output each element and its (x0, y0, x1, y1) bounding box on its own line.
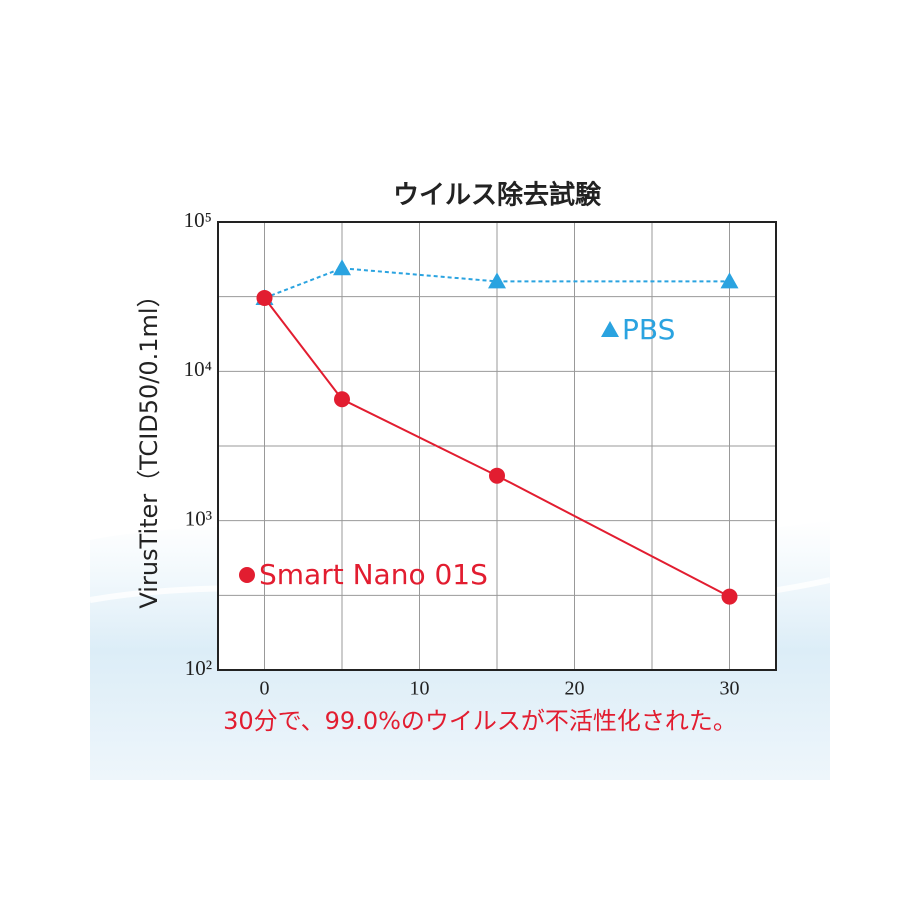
x-tick-label: 20 (565, 678, 585, 700)
x-tick-label: 10 (410, 678, 430, 700)
legend-label: Smart Nano 01S (259, 558, 488, 591)
data-point (489, 467, 505, 484)
plot-area (217, 221, 777, 671)
y-tick-label: 10³ (185, 506, 212, 530)
legend-marker (601, 321, 619, 337)
legend-marker (239, 567, 255, 583)
y-tick-label: 10⁵ (184, 208, 212, 232)
series-line (263, 297, 730, 598)
x-tick-label: 0 (260, 678, 270, 700)
data-point (721, 588, 738, 605)
data-point (720, 272, 739, 289)
data-point (333, 259, 351, 276)
data-point (488, 272, 506, 289)
data-point (334, 391, 350, 408)
legend-label: PBS (622, 313, 675, 346)
y-axis-label: VirusTiter（TCID50/0.1ml） (135, 283, 163, 608)
x-tick-label: 30 (720, 678, 740, 700)
data-point (256, 289, 273, 306)
y-tick-label: 10² (185, 656, 212, 680)
chart-title: ウイルス除去試験 (393, 180, 602, 211)
y-tick-label: 10⁴ (184, 357, 212, 381)
annotation: 30分で、99.0%のウイルスが不活性化された。 (223, 707, 737, 735)
